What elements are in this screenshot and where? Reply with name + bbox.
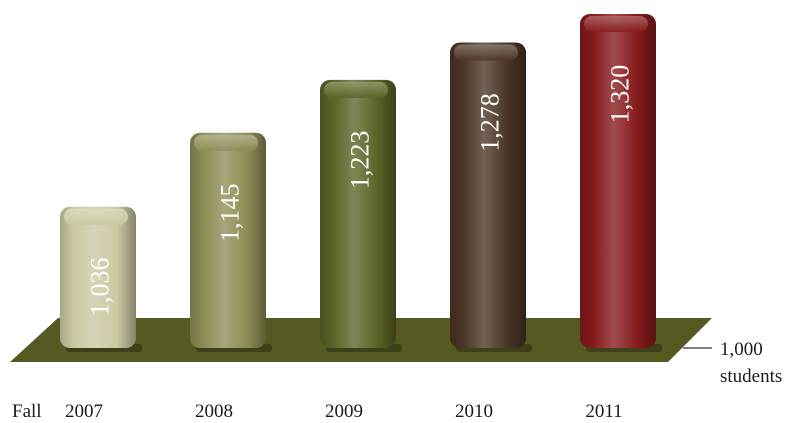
bar-2008 [190, 132, 266, 348]
bar-value-label-2007: 1,036 [86, 258, 115, 317]
bar-top-2007 [64, 208, 128, 225]
bar-2007 [60, 206, 136, 348]
bar-top-2008 [194, 134, 258, 151]
bar-2011 [580, 14, 656, 348]
bar-2009 [320, 79, 396, 348]
x-tick-label-2011: 2011 [585, 401, 622, 422]
x-axis-prefix: Fall [12, 401, 42, 422]
bar-top-2010 [454, 44, 518, 61]
bar-value-label-2011: 1,320 [606, 65, 635, 124]
bars-group: 1,036 1,145 1,223 1,278 1,320 [60, 14, 662, 352]
bar-2010 [450, 42, 526, 348]
x-tick-label-2010: 2010 [455, 401, 493, 422]
x-tick-label-2007: 2007 [65, 401, 103, 422]
x-axis-labels: 2007 2008 2009 2010 2011 [65, 401, 623, 422]
bar-value-label-2008: 1,145 [216, 184, 245, 243]
bar-top-2011 [584, 16, 648, 32]
x-tick-label-2009: 2009 [325, 401, 363, 422]
bar-top-2009 [324, 81, 388, 98]
reference-unit-label: students [720, 366, 782, 387]
bar-value-label-2010: 1,278 [476, 93, 505, 152]
reference-value-label: 1,000 [720, 339, 763, 360]
bar-value-label-2009: 1,223 [346, 131, 375, 190]
x-tick-label-2008: 2008 [195, 401, 233, 422]
